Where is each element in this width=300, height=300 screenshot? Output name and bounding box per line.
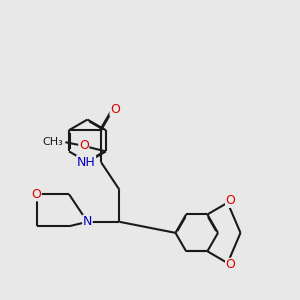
- Text: O: O: [226, 194, 236, 207]
- Text: NH: NH: [77, 156, 95, 169]
- Text: O: O: [31, 188, 41, 201]
- Text: N: N: [83, 215, 92, 228]
- Text: CH₃: CH₃: [43, 137, 64, 147]
- Text: O: O: [79, 140, 89, 152]
- Text: O: O: [226, 258, 236, 272]
- Text: O: O: [110, 103, 120, 116]
